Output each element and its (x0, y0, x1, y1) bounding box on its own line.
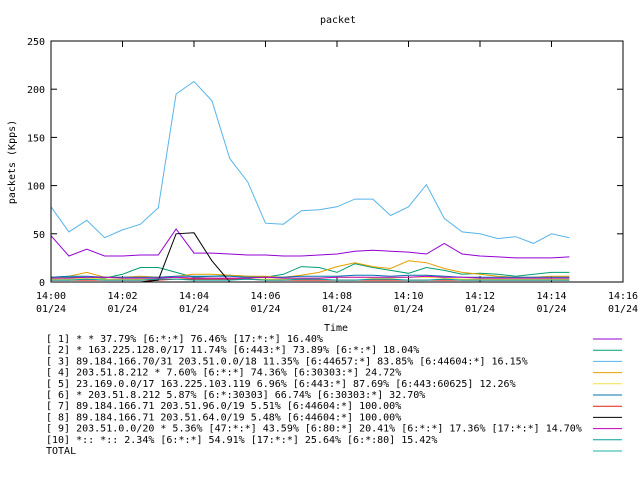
x-tick-label-date: 01/24 (465, 304, 495, 315)
legend-entry-label: [ 8] 89.184.166.71 203.51.64.0/19 5.48% … (46, 412, 401, 423)
legend-entry-label: [ 5] 23.169.0.0/17 163.225.103.119 6.96%… (46, 379, 516, 390)
y-tick-label: 200 (27, 85, 45, 96)
y-tick-label: 50 (33, 230, 45, 241)
series-line-4 (50, 260, 570, 278)
x-tick-label-time: 14:02 (107, 291, 137, 302)
legend-entry-label: [ 9] 203.51.0.0/20 * 5.36% [47:*:*] 43.5… (46, 424, 582, 435)
x-tick-label-date: 01/24 (107, 304, 137, 315)
series-line-3 (50, 80, 570, 244)
x-tick-label-date: 01/24 (393, 304, 423, 315)
legend-entry-label: [ 7] 89.184.166.71 203.51.96.0/19 5.51% … (46, 401, 401, 412)
series-line-1 (50, 228, 570, 259)
legend-entry-label: [ 4] 203.51.8.212 * 7.60% [6:*:*] 74.36%… (46, 368, 401, 379)
x-tick-label-date: 01/24 (608, 304, 638, 315)
x-tick-label-date: 01/24 (250, 304, 280, 315)
legend-entry-label: [10] *:: *:: 2.34% [6:*:*] 54.91% [17:*:… (46, 435, 437, 446)
x-tick-label-time: 14:16 (608, 291, 638, 302)
y-tick-label: 0 (39, 278, 45, 289)
y-tick-label: 250 (27, 37, 45, 48)
series-line-10 (51, 278, 570, 281)
y-tick-label: 100 (27, 182, 45, 193)
x-tick-label-time: 14:06 (250, 291, 280, 302)
x-tick-label-date: 01/24 (179, 304, 209, 315)
y-tick-label: 150 (27, 133, 45, 144)
x-tick-label-time: 14:10 (393, 291, 423, 302)
legend-entry-label: [ 6] * 203.51.8.212 5.87% [6:*:30303] 66… (46, 390, 425, 401)
x-tick-label-time: 14:00 (36, 291, 66, 302)
x-tick-label-date: 01/24 (322, 304, 352, 315)
legend-entry-label: [ 2] * 163.225.128.0/17 11.74% [6:443:*]… (46, 345, 419, 356)
x-tick-label-date: 01/24 (536, 304, 566, 315)
plot-frame (50, 40, 624, 283)
series-line-2 (51, 263, 570, 279)
x-tick-label-time: 14:04 (179, 291, 209, 302)
series-line-8 (51, 232, 570, 283)
y-axis-label: packets (Kpps) (7, 120, 18, 204)
x-tick-label-time: 14:08 (322, 291, 352, 302)
series-line-6 (50, 274, 570, 278)
x-tick-label-time: 14:14 (536, 291, 566, 302)
legend-entry-label: [ 3] 89.184.166.70/31 203.51.0.0/18 11.3… (46, 356, 528, 367)
y-axis: 0 50 100 150 200 250 (27, 37, 623, 289)
series-line-9 (51, 275, 570, 279)
legend-entry-label: [ 1] * * 37.79% [6:*:*] 76.46% [17:*:*] … (46, 334, 323, 345)
x-axis: 14:00 01/24 14:02 01/24 14:04 01/24 14:06 01/24… (36, 41, 638, 315)
series-lines (50, 80, 570, 283)
legend-entry-label: TOTAL (46, 446, 76, 457)
x-tick-label-date: 01/24 (36, 304, 66, 315)
chart-title: packet (320, 15, 356, 26)
x-tick-label-time: 14:12 (465, 291, 495, 302)
x-axis-label: Time (324, 323, 348, 334)
legend: [ 1] * * 37.79% [6:*:*] 76.46% [17:*:*] … (46, 334, 622, 457)
